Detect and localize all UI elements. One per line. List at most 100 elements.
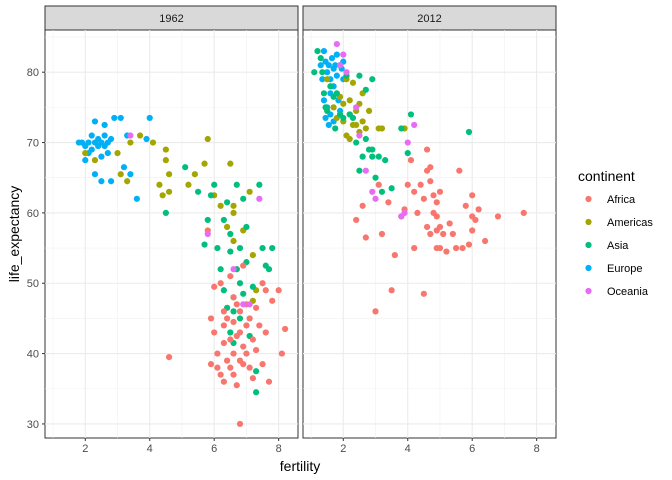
legend-item-africa: Africa xyxy=(580,190,636,208)
data-point-asia xyxy=(327,83,334,90)
data-point-africa xyxy=(230,350,237,357)
gridlines-2012 xyxy=(303,30,556,438)
data-point-asia xyxy=(253,368,260,375)
legend-key-africa xyxy=(585,195,592,203)
data-point-asia xyxy=(240,290,247,297)
strip-label-2012: 2012 xyxy=(417,13,441,25)
data-point-europe xyxy=(117,114,124,122)
data-point-asia xyxy=(356,72,363,79)
data-point-africa xyxy=(223,315,231,322)
data-point-africa xyxy=(243,322,250,329)
data-point-americas xyxy=(201,160,208,167)
data-point-asia xyxy=(388,185,395,192)
panel-background-1962 xyxy=(44,29,299,439)
data-point-europe xyxy=(325,121,332,129)
data-point-africa xyxy=(240,262,247,269)
data-point-africa xyxy=(240,343,247,350)
data-point-africa xyxy=(440,230,447,238)
data-point-americas xyxy=(227,160,234,167)
data-point-africa xyxy=(220,308,227,315)
data-point-asia xyxy=(265,266,273,273)
data-point-africa xyxy=(456,167,463,174)
data-point-asia xyxy=(233,181,240,188)
data-point-africa xyxy=(427,230,434,238)
data-point-americas xyxy=(136,132,144,139)
data-point-asia xyxy=(253,389,260,396)
data-point-asia xyxy=(217,266,224,273)
data-point-africa xyxy=(217,371,224,378)
data-point-americas xyxy=(162,157,169,164)
data-point-africa xyxy=(165,354,173,361)
data-point-asia xyxy=(236,315,244,322)
data-point-africa xyxy=(433,213,440,220)
data-point-africa xyxy=(465,241,473,248)
data-point-europe xyxy=(332,62,339,69)
x-tick-label: 4 xyxy=(405,443,411,455)
data-point-americas xyxy=(362,125,369,132)
data-point-europe xyxy=(88,132,95,139)
data-point-africa xyxy=(372,308,379,315)
data-point-africa xyxy=(262,287,269,294)
legend-key-americas xyxy=(585,218,592,226)
data-point-americas xyxy=(217,202,224,209)
data-point-europe xyxy=(328,55,336,62)
data-point-europe xyxy=(320,48,328,55)
data-point-europe xyxy=(82,157,89,164)
x-tick-label: 4 xyxy=(147,443,153,455)
data-point-asia xyxy=(249,283,256,290)
data-point-oceania xyxy=(246,301,253,308)
x-tick-label: 2 xyxy=(82,443,88,455)
data-point-africa xyxy=(469,192,476,199)
data-point-asia xyxy=(236,280,244,287)
legend-item-europe: Europe xyxy=(580,259,642,277)
data-point-africa xyxy=(436,188,444,195)
data-point-africa xyxy=(449,230,456,238)
data-point-americas xyxy=(230,237,237,245)
x-axis-2012: 2 4 6 8 xyxy=(340,438,540,455)
data-point-asia xyxy=(319,69,326,76)
points-1962 xyxy=(75,114,289,428)
data-point-africa xyxy=(233,301,240,308)
data-point-americas xyxy=(349,79,357,86)
data-point-asia xyxy=(333,90,340,97)
data-point-africa xyxy=(443,248,450,255)
data-point-africa xyxy=(243,350,250,357)
data-point-americas xyxy=(91,157,99,164)
data-point-africa xyxy=(211,283,218,290)
panel-2012: 2012 xyxy=(302,5,557,439)
data-point-africa xyxy=(423,223,431,231)
y-tick-label: 60 xyxy=(27,208,39,220)
data-point-africa xyxy=(375,181,382,188)
data-point-asia xyxy=(398,125,405,132)
data-point-asia xyxy=(311,69,318,76)
data-point-africa xyxy=(217,280,224,287)
legend-item-asia: Asia xyxy=(580,236,629,254)
data-point-asia xyxy=(259,244,266,252)
data-point-europe xyxy=(101,121,108,129)
data-point-europe xyxy=(322,114,329,122)
data-point-africa xyxy=(404,181,411,188)
strip-2012 xyxy=(302,5,557,31)
data-point-americas xyxy=(359,118,366,125)
data-point-africa xyxy=(262,329,269,336)
data-point-asia xyxy=(204,216,211,224)
data-point-africa xyxy=(233,382,240,389)
data-point-asia xyxy=(332,125,339,132)
data-point-africa xyxy=(214,364,221,371)
data-point-africa xyxy=(407,157,415,164)
data-point-europe xyxy=(107,135,115,143)
data-point-americas xyxy=(127,139,134,146)
data-point-asia xyxy=(382,157,389,164)
legend-label-asia: Asia xyxy=(607,240,629,252)
data-point-africa xyxy=(472,216,479,224)
data-point-africa xyxy=(220,322,227,329)
data-point-oceania xyxy=(369,188,376,195)
data-point-africa xyxy=(223,357,231,364)
data-point-americas xyxy=(223,223,231,231)
data-point-americas xyxy=(346,135,353,143)
data-point-oceania xyxy=(256,195,263,202)
data-point-asia xyxy=(220,216,227,224)
data-point-africa xyxy=(246,364,253,371)
legend-key-oceania xyxy=(585,287,592,295)
y-tick-label: 40 xyxy=(27,349,39,361)
